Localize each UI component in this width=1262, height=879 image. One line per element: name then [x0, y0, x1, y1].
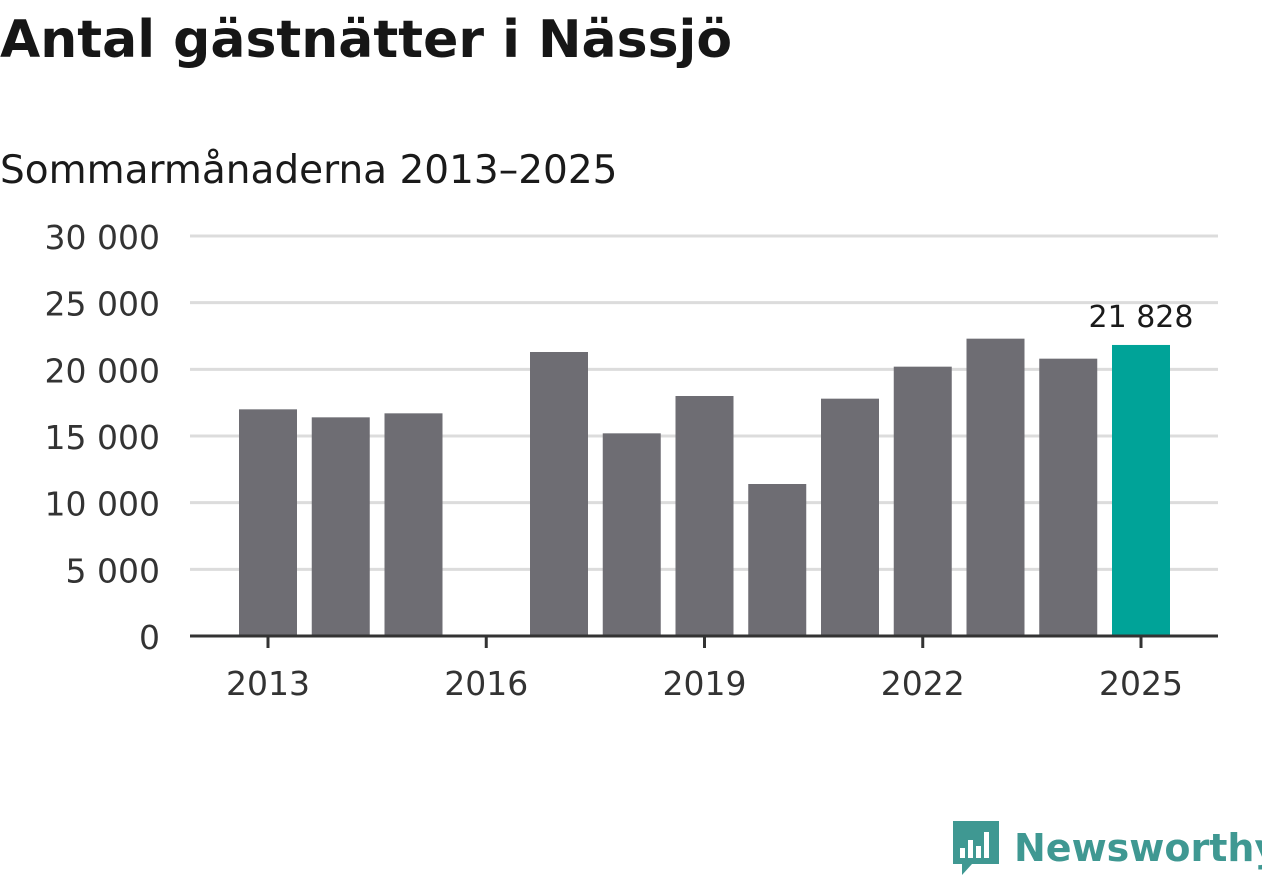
bar [821, 398, 879, 636]
y-tick-label: 25 000 [45, 285, 160, 324]
bar [1039, 358, 1098, 636]
y-tick-label: 10 000 [45, 485, 160, 524]
x-tick-label: 2013 [226, 664, 310, 703]
y-tick-label: 20 000 [45, 351, 160, 390]
bar-highlighted [1112, 344, 1170, 636]
x-axis [190, 634, 1218, 648]
y-tick-label: 15 000 [45, 418, 160, 457]
newsworthy-logo: Newsworthy [950, 818, 1262, 878]
bars [239, 338, 1170, 636]
x-tick-label: 2025 [1099, 664, 1183, 703]
bar [966, 338, 1025, 636]
bar [530, 352, 588, 636]
brand-name: Newsworthy [1014, 826, 1262, 870]
bar [311, 417, 370, 636]
bar [239, 409, 297, 636]
annotations: 21 828 [1089, 300, 1194, 335]
data-label: 21 828 [1089, 300, 1194, 335]
y-axis-tick-labels: 0 5 000 10 000 15 000 20 000 25 000 30 000 [45, 218, 160, 657]
chart-subtitle: Sommarmånaderna 2013–2025 [0, 148, 618, 193]
bar [675, 396, 734, 636]
bar [893, 366, 952, 636]
x-tick-label: 2022 [881, 664, 965, 703]
x-axis-tick-labels: 2013 2016 2019 2022 2025 [226, 664, 1183, 703]
y-tick-label: 5 000 [66, 551, 160, 590]
chart-title: Antal gästnätter i Nässjö [0, 10, 733, 70]
x-tick-label: 2016 [444, 664, 528, 703]
bar [748, 484, 807, 636]
newsworthy-logo-icon [953, 821, 999, 875]
bar [384, 413, 443, 636]
y-tick-label: 30 000 [45, 218, 160, 257]
bar [602, 433, 661, 636]
y-tick-label: 0 [139, 618, 160, 657]
x-tick-label: 2019 [663, 664, 747, 703]
